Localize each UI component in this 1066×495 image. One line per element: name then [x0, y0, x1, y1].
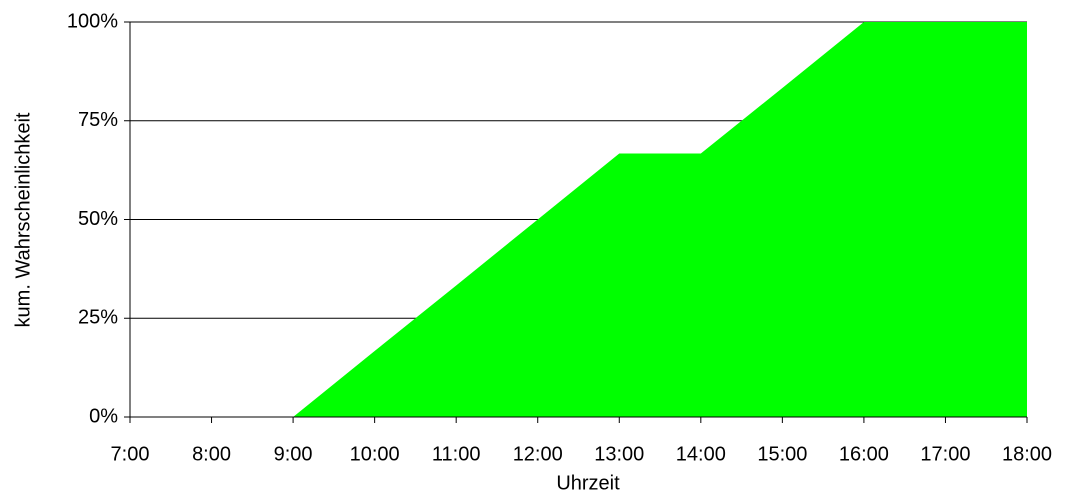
x-tick-label: 11:00: [432, 443, 481, 465]
x-tick-label: 17:00: [920, 443, 970, 465]
x-tick-label: 12:00: [513, 443, 563, 465]
y-tick-label: 0%: [89, 405, 118, 427]
y-tick-label: 100%: [67, 10, 118, 32]
y-tick-label: 50%: [78, 208, 118, 230]
x-tick-label: 14:00: [676, 443, 726, 465]
area: [130, 22, 1027, 417]
y-tick-label: 25%: [78, 307, 118, 329]
x-tick-label: 13:00: [594, 443, 644, 465]
x-tick-label: 15:00: [757, 443, 807, 465]
x-tick-label: 8:00: [192, 443, 231, 465]
x-tick-label: 16:00: [839, 443, 889, 465]
x-tick-label: 10:00: [350, 443, 400, 465]
x-tick-label: 18:00: [1002, 443, 1052, 465]
x-tick-label: 7:00: [111, 443, 150, 465]
x-tick-label: 9:00: [274, 443, 313, 465]
y-tick-label: 75%: [78, 109, 118, 131]
y-axis-label: kum. Wahrscheinlichkeit: [12, 112, 34, 327]
x-axis-label: Uhrzeit: [556, 472, 620, 494]
